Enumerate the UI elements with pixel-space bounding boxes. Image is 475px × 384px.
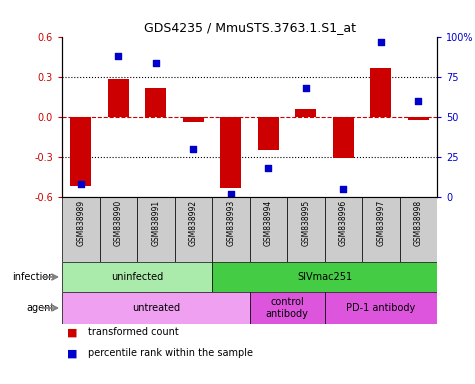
Text: GSM838996: GSM838996 xyxy=(339,200,348,247)
Text: GSM838993: GSM838993 xyxy=(226,200,235,247)
Bar xyxy=(212,197,249,262)
Point xyxy=(227,191,235,197)
Point xyxy=(302,85,310,91)
Bar xyxy=(137,197,174,262)
Bar xyxy=(324,292,437,324)
Point xyxy=(265,165,272,171)
Text: infection: infection xyxy=(12,272,55,282)
Text: control
antibody: control antibody xyxy=(266,297,308,319)
Text: untreated: untreated xyxy=(132,303,180,313)
Bar xyxy=(70,117,91,186)
Text: transformed count: transformed count xyxy=(88,327,179,337)
Text: uninfected: uninfected xyxy=(111,272,163,282)
Bar xyxy=(249,292,324,324)
Bar xyxy=(220,117,241,188)
Text: GSM838995: GSM838995 xyxy=(301,200,310,247)
Point xyxy=(340,186,347,192)
Text: GSM838997: GSM838997 xyxy=(376,200,385,247)
Text: GSM838990: GSM838990 xyxy=(114,200,123,247)
Bar xyxy=(333,117,353,158)
Text: GSM838994: GSM838994 xyxy=(264,200,273,247)
Bar xyxy=(324,197,362,262)
Bar xyxy=(295,109,316,117)
Text: GSM838992: GSM838992 xyxy=(189,200,198,247)
Bar xyxy=(212,262,437,292)
Bar xyxy=(408,117,428,120)
Text: percentile rank within the sample: percentile rank within the sample xyxy=(88,348,253,358)
Text: SIVmac251: SIVmac251 xyxy=(297,272,352,282)
Text: ■: ■ xyxy=(66,327,77,337)
Bar xyxy=(62,262,212,292)
Point xyxy=(377,39,385,45)
Bar xyxy=(145,88,166,117)
Point xyxy=(190,146,197,152)
Bar xyxy=(183,117,204,122)
Bar xyxy=(249,197,287,262)
Text: GSM838991: GSM838991 xyxy=(151,200,160,247)
Point xyxy=(114,53,122,59)
Bar xyxy=(287,197,324,262)
Bar xyxy=(174,197,212,262)
Bar xyxy=(399,197,437,262)
Text: ■: ■ xyxy=(66,348,77,358)
Bar xyxy=(99,197,137,262)
Bar xyxy=(62,197,99,262)
Bar xyxy=(370,68,391,117)
Bar xyxy=(258,117,278,150)
Point xyxy=(77,181,85,187)
Text: PD-1 antibody: PD-1 antibody xyxy=(346,303,415,313)
Bar xyxy=(62,292,249,324)
Text: GSM838989: GSM838989 xyxy=(76,200,85,247)
Bar xyxy=(362,197,399,262)
Bar xyxy=(108,79,129,117)
Text: GSM838998: GSM838998 xyxy=(414,200,423,247)
Title: GDS4235 / MmuSTS.3763.1.S1_at: GDS4235 / MmuSTS.3763.1.S1_at xyxy=(143,22,355,35)
Point xyxy=(152,60,160,66)
Text: agent: agent xyxy=(26,303,55,313)
Point xyxy=(415,98,422,104)
